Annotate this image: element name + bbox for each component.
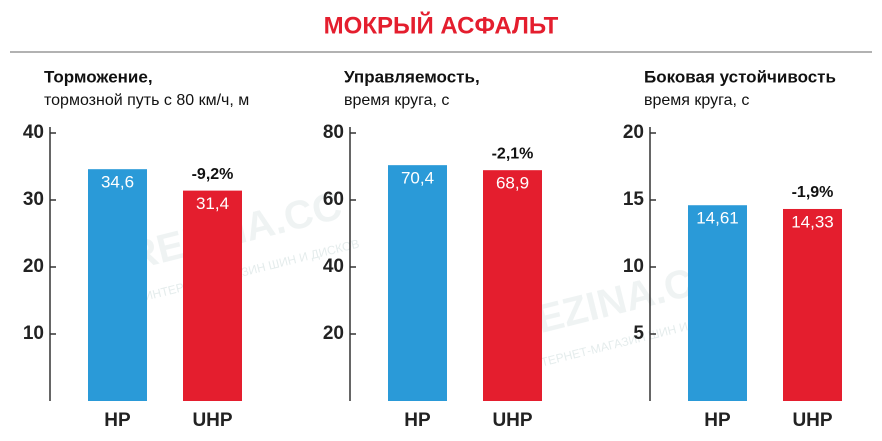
panel-subtitle: время круга, с bbox=[344, 92, 449, 109]
value-label: 70,4 bbox=[401, 169, 434, 188]
panel-title: Боковая устойчивость bbox=[644, 67, 836, 86]
annotation: -1,9% bbox=[792, 184, 834, 201]
y-tick-label: 5 bbox=[633, 323, 644, 344]
x-tick-label: HP bbox=[704, 410, 731, 431]
panel-subtitle: тормозной путь с 80 км/ч, м bbox=[44, 92, 249, 109]
y-tick-label: 10 bbox=[623, 256, 644, 277]
annotation: -2,1% bbox=[492, 145, 534, 162]
x-tick-label: UHP bbox=[492, 410, 532, 431]
bar bbox=[183, 190, 242, 401]
value-label: 14,33 bbox=[791, 212, 834, 231]
value-label: 68,9 bbox=[496, 174, 529, 193]
y-tick-label: 15 bbox=[623, 189, 645, 210]
bar bbox=[388, 165, 447, 401]
y-tick-label: 80 bbox=[323, 122, 344, 143]
value-label: 31,4 bbox=[196, 194, 229, 213]
x-tick-label: UHP bbox=[792, 410, 832, 431]
x-tick-label: HP bbox=[404, 410, 431, 431]
x-tick-label: UHP bbox=[192, 410, 232, 431]
y-tick-label: 20 bbox=[23, 256, 44, 277]
bar bbox=[783, 208, 842, 401]
value-label: 14,61 bbox=[696, 209, 739, 228]
y-tick-label: 40 bbox=[23, 122, 44, 143]
y-tick-label: 20 bbox=[323, 323, 344, 344]
panel-title: Торможение, bbox=[44, 67, 153, 86]
annotation: -9,2% bbox=[192, 166, 234, 183]
panel-title: Управляемость, bbox=[344, 67, 480, 86]
y-tick-label: 20 bbox=[623, 122, 644, 143]
bar bbox=[688, 205, 747, 401]
value-label: 34,6 bbox=[101, 173, 134, 192]
y-tick-label: 30 bbox=[23, 189, 44, 210]
x-tick-label: HP bbox=[104, 410, 131, 431]
y-tick-label: 60 bbox=[323, 189, 344, 210]
bar bbox=[483, 170, 542, 401]
y-tick-label: 10 bbox=[23, 323, 44, 344]
y-tick-label: 40 bbox=[323, 256, 344, 277]
bar bbox=[88, 169, 147, 401]
page-title: МОКРЫЙ АСФАЛЬТ bbox=[324, 11, 559, 39]
panel-subtitle: время круга, с bbox=[644, 92, 749, 109]
